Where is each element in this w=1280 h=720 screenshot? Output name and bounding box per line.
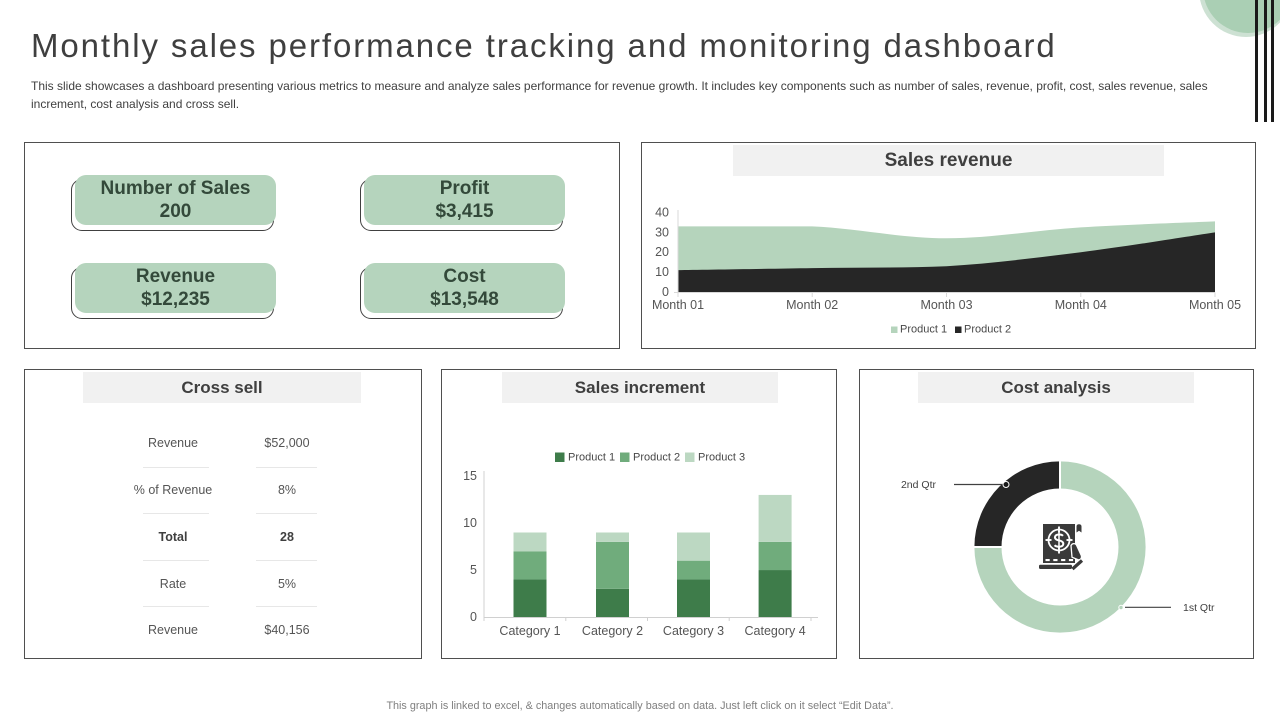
svg-text:Product 2: Product 2: [633, 452, 680, 464]
svg-text:2nd Qtr: 2nd Qtr: [901, 479, 937, 491]
svg-text:Month 04: Month 04: [1055, 298, 1107, 312]
svg-text:40: 40: [655, 206, 669, 220]
svg-text:30: 30: [655, 225, 669, 239]
svg-text:0: 0: [470, 610, 477, 624]
svg-text:15: 15: [463, 469, 477, 483]
svg-text:Month 02: Month 02: [786, 298, 838, 312]
svg-text:Product 1: Product 1: [900, 324, 947, 336]
svg-text:Product 2: Product 2: [964, 324, 1011, 336]
svg-text:Product 1: Product 1: [568, 452, 615, 464]
svg-text:0: 0: [662, 285, 669, 299]
svg-text:Month 05: Month 05: [1189, 298, 1241, 312]
svg-text:Category 4: Category 4: [745, 624, 806, 638]
svg-text:Category 2: Category 2: [582, 624, 643, 638]
svg-text:1st Qtr: 1st Qtr: [1183, 602, 1215, 614]
svg-text:Product 3: Product 3: [698, 452, 745, 464]
svg-text:Category 3: Category 3: [663, 624, 724, 638]
svg-text:Month 03: Month 03: [920, 298, 972, 312]
svg-text:Category 1: Category 1: [499, 624, 560, 638]
svg-text:5: 5: [470, 563, 477, 577]
svg-text:Month 01: Month 01: [652, 298, 704, 312]
svg-text:10: 10: [655, 265, 669, 279]
svg-text:10: 10: [463, 516, 477, 530]
svg-text:20: 20: [655, 245, 669, 259]
